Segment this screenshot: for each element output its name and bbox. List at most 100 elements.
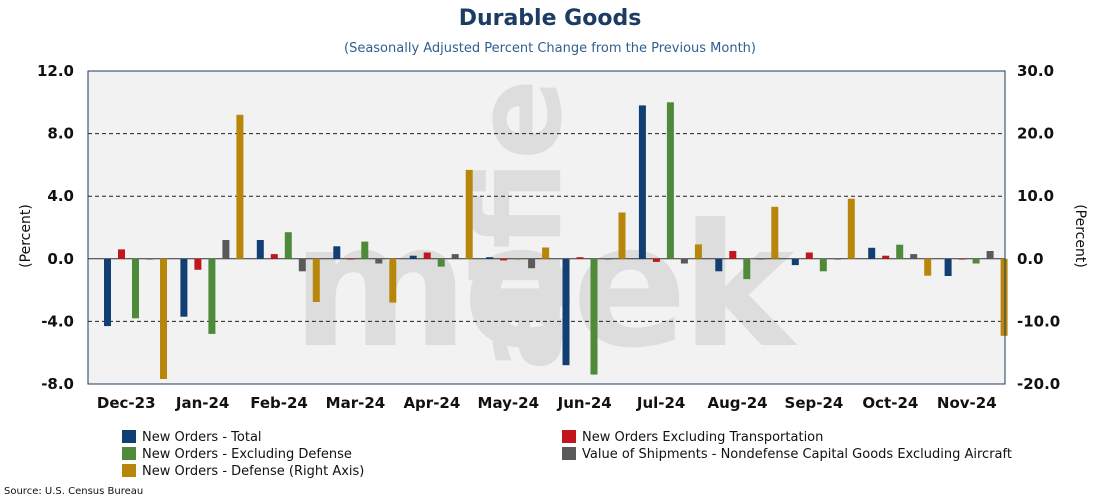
bar	[986, 251, 994, 259]
bar	[160, 258, 167, 379]
bar	[284, 232, 292, 259]
bar	[715, 258, 723, 272]
category-label: Dec-23	[97, 394, 156, 412]
bar	[910, 254, 918, 259]
bar	[437, 258, 445, 267]
bar	[847, 198, 855, 259]
legend-item-ex-defense: New Orders - Excluding Defense	[122, 447, 352, 462]
chart-title: Durable Goods	[458, 6, 642, 31]
right-tick-label: 30.0	[1017, 62, 1054, 80]
right-tick-label: -10.0	[1017, 312, 1060, 330]
bar	[805, 252, 813, 259]
bar	[146, 258, 153, 260]
bar	[409, 255, 417, 259]
legend-item-ex-transportation: New Orders Excluding Transportation	[562, 430, 823, 445]
category-label: Sep-24	[785, 394, 844, 412]
bar	[958, 258, 966, 260]
bar	[375, 258, 383, 264]
bar	[694, 244, 702, 259]
bar	[618, 212, 626, 259]
bar	[882, 255, 890, 259]
bar	[528, 258, 536, 269]
category-label: Oct-24	[862, 394, 918, 412]
left-tick-label: 4.0	[47, 187, 74, 205]
bar	[132, 258, 139, 319]
bar	[757, 258, 765, 260]
bar	[791, 258, 799, 266]
bar	[771, 206, 779, 259]
bar	[833, 258, 841, 260]
bar	[500, 258, 508, 261]
category-label: Apr-24	[403, 394, 460, 412]
right-tick-label: -20.0	[1017, 375, 1060, 393]
bar	[298, 258, 306, 272]
left-tick-label: 12.0	[37, 62, 74, 80]
legend-label: Value of Shipments - Nondefense Capital …	[582, 447, 1012, 462]
bar	[680, 258, 688, 264]
bar	[1000, 258, 1008, 336]
legend-label: New Orders - Total	[142, 430, 262, 445]
watermark-text: meek	[292, 188, 799, 386]
legend-swatch	[122, 464, 136, 477]
bar	[361, 241, 369, 259]
bar	[514, 258, 522, 260]
bar	[486, 257, 494, 259]
bar	[270, 254, 278, 259]
bar	[666, 102, 674, 259]
category-label: Nov-24	[937, 394, 997, 412]
legend-item-total: New Orders - Total	[122, 430, 262, 445]
legend-item-shipments: Value of Shipments - Nondefense Capital …	[562, 447, 1012, 462]
bar	[333, 246, 341, 259]
category-label: Jan-24	[175, 394, 229, 412]
bar	[104, 258, 111, 327]
bar	[924, 258, 932, 276]
bar	[868, 247, 876, 259]
legend-label: New Orders - Defense (Right Axis)	[142, 464, 365, 479]
category-label: Jun-24	[557, 394, 612, 412]
legend-swatch	[122, 447, 136, 460]
category-label: Jul-24	[636, 394, 686, 412]
right-tick-label: 10.0	[1017, 187, 1054, 205]
bar	[222, 240, 230, 259]
bar	[604, 258, 612, 260]
bar	[118, 249, 125, 259]
source-note: Source: U.S. Census Bureau	[4, 486, 144, 497]
category-label: Aug-24	[707, 394, 767, 412]
legend-swatch	[562, 447, 576, 460]
left-tick-label: 8.0	[47, 125, 74, 143]
bar	[256, 240, 264, 259]
bar	[542, 247, 550, 259]
legend-label: New Orders - Excluding Defense	[142, 447, 352, 462]
chart-subtitle: (Seasonally Adjusted Percent Change from…	[344, 41, 756, 56]
bar	[638, 105, 646, 259]
bar	[652, 258, 660, 262]
bar	[236, 114, 244, 259]
bar	[312, 258, 320, 302]
category-label: Mar-24	[326, 394, 386, 412]
bar	[180, 258, 188, 317]
left-tick-label: 0.0	[47, 250, 74, 268]
left-tick-label: -8.0	[41, 375, 74, 393]
bar	[208, 258, 216, 334]
legend-swatch	[562, 430, 576, 443]
right-tick-label: 0.0	[1017, 250, 1044, 268]
bar	[944, 258, 952, 276]
bar	[743, 258, 751, 280]
legend: New Orders - Total New Orders Excluding …	[122, 430, 1022, 480]
left-tick-label: -4.0	[41, 312, 74, 330]
bar	[347, 258, 355, 260]
plot-border	[87, 70, 1006, 385]
bar	[389, 258, 397, 303]
bar	[729, 251, 737, 259]
category-label: Feb-24	[250, 394, 308, 412]
right-tick-label: 20.0	[1017, 125, 1054, 143]
bar	[451, 254, 459, 259]
bar	[465, 169, 473, 259]
bar	[819, 258, 827, 272]
legend-swatch	[122, 430, 136, 443]
bar	[590, 258, 598, 375]
legend-label: New Orders Excluding Transportation	[582, 430, 824, 445]
bar	[972, 258, 980, 264]
legend-item-defense: New Orders - Defense (Right Axis)	[122, 464, 364, 479]
